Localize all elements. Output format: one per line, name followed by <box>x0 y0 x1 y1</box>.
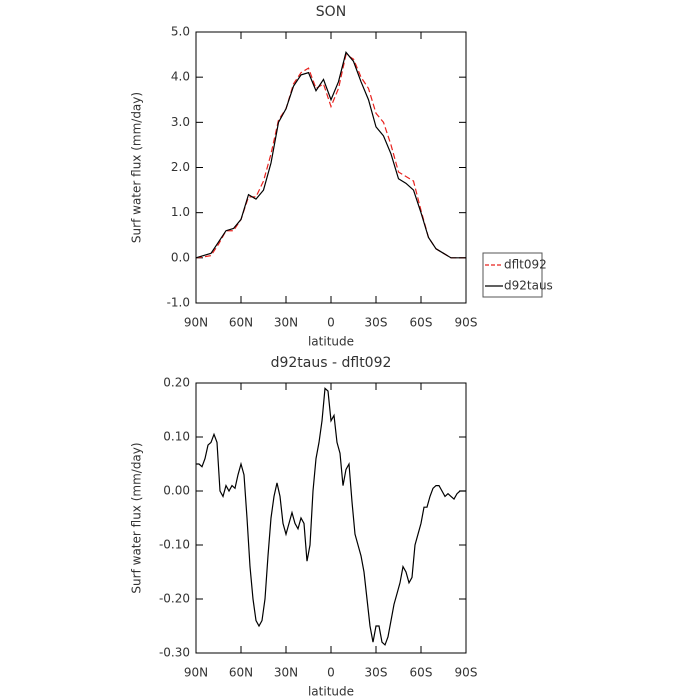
x-tick-label: 30S <box>365 666 388 680</box>
y-tick-label: -0.10 <box>159 538 190 552</box>
y-tick-label: -1.0 <box>167 296 190 310</box>
y-axis-label: Surf water flux (mm/day) <box>130 442 144 593</box>
x-axis-label: latitude <box>308 685 354 699</box>
y-tick-label: -0.30 <box>159 646 190 660</box>
y-tick-label: 0.10 <box>163 430 190 444</box>
x-tick-label: 30N <box>274 316 298 330</box>
x-tick-label: 90S <box>455 666 478 680</box>
x-tick-label: 30S <box>365 316 388 330</box>
legend-box <box>482 252 543 298</box>
x-tick-label: 90N <box>184 666 208 680</box>
x-tick-label: 60S <box>410 666 433 680</box>
chart-title: SON <box>316 4 346 20</box>
y-tick-label: 0.20 <box>163 376 190 390</box>
legend-label: dflt092 <box>504 258 547 272</box>
x-tick-label: 60S <box>410 316 433 330</box>
y-tick-label: 5.0 <box>171 25 190 39</box>
x-tick-label: 90N <box>184 316 208 330</box>
data-line <box>195 51 466 259</box>
plot-frame <box>195 31 467 304</box>
x-axis-label: latitude <box>308 335 354 349</box>
x-tick-label: 60N <box>229 666 253 680</box>
y-axis-label: Surf water flux (mm/day) <box>130 92 144 243</box>
x-tick-label: 0 <box>327 666 335 680</box>
x-tick-label: 90S <box>455 316 478 330</box>
legend-label: d92taus <box>504 279 553 293</box>
y-tick-label: 0.00 <box>163 484 190 498</box>
x-tick-label: 0 <box>327 316 335 330</box>
y-tick-label: 2.0 <box>171 160 190 174</box>
data-line <box>196 387 466 646</box>
x-tick-label: 60N <box>229 316 253 330</box>
plot-frame <box>195 382 467 654</box>
y-tick-label: 3.0 <box>171 115 190 129</box>
y-tick-label: -0.20 <box>159 592 190 606</box>
y-tick-label: 1.0 <box>171 205 190 219</box>
chart-title: d92taus - dflt092 <box>271 355 392 371</box>
y-tick-label: 4.0 <box>171 70 190 84</box>
y-tick-label: 0.0 <box>171 250 190 264</box>
x-tick-label: 30N <box>274 666 298 680</box>
